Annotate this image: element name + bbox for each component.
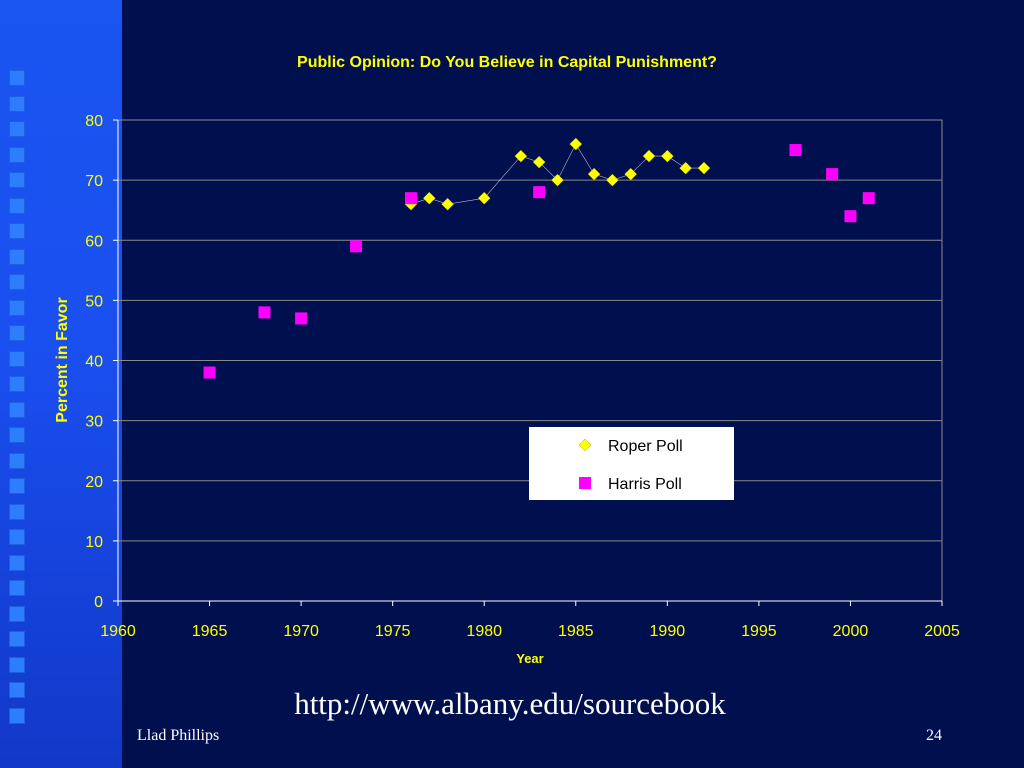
decorative-square <box>9 95 25 112</box>
decorative-square <box>9 197 25 214</box>
decorative-square <box>9 605 25 622</box>
decorative-square <box>9 427 25 443</box>
decorative-square <box>9 554 25 571</box>
legend-roper-marker <box>578 438 592 452</box>
source-url: http://www.albany.edu/sourcebook <box>0 686 1024 722</box>
decorative-square <box>9 656 25 673</box>
left-decorative-band <box>0 0 122 768</box>
roper-point <box>660 149 674 163</box>
harris-point <box>295 312 308 325</box>
legend: Roper Poll Harris Poll <box>529 427 734 500</box>
roper-point <box>569 137 583 151</box>
roper-point <box>441 197 454 211</box>
decorative-square <box>9 478 25 494</box>
harris-point <box>826 168 839 181</box>
decorative-square <box>9 503 25 520</box>
y-tick-label: 70 <box>85 173 103 190</box>
source-url-text: http://www.albany.edu/sourcebook <box>294 686 726 721</box>
chart: Public Opinion: Do You Believe in Capita… <box>54 54 960 666</box>
roper-point <box>642 149 656 163</box>
x-tick-label: 1975 <box>375 623 411 640</box>
legend-harris-label: Harris Poll <box>608 476 682 493</box>
harris-point <box>844 210 857 223</box>
harris-point <box>533 186 546 199</box>
roper-point <box>624 167 638 181</box>
decorative-square <box>9 274 25 290</box>
x-tick-label: 2000 <box>833 623 869 640</box>
roper-point <box>422 191 436 205</box>
y-tick-label: 10 <box>85 534 103 551</box>
x-tick-label: 1960 <box>100 623 136 640</box>
y-tick-label: 0 <box>94 594 103 611</box>
decorative-square <box>9 248 25 265</box>
decorative-square <box>9 172 25 188</box>
decorative-square <box>9 70 25 86</box>
roper-point <box>477 191 491 205</box>
decorative-square <box>9 146 25 163</box>
y-tick-label: 30 <box>85 414 103 431</box>
decorative-square <box>9 580 25 596</box>
y-tick-label: 60 <box>85 233 103 250</box>
x-axis-label: Year <box>516 651 543 666</box>
y-tick-label: 40 <box>85 354 103 371</box>
x-tick-label: 1990 <box>650 623 686 640</box>
y-axis-label: Percent in Favor <box>54 297 71 422</box>
legend-harris-marker <box>579 477 591 489</box>
roper-point <box>532 155 546 169</box>
roper-point <box>551 173 564 187</box>
harris-point <box>789 144 802 157</box>
decorative-square <box>9 401 25 418</box>
harris-point <box>258 306 271 319</box>
harris-point <box>862 192 875 205</box>
decorative-square <box>9 529 25 545</box>
decorative-square <box>9 350 25 367</box>
y-tick-label: 20 <box>85 474 103 491</box>
x-tick-label: 1980 <box>466 623 502 640</box>
y-tick-label: 50 <box>85 293 103 310</box>
x-tick-label: 1985 <box>558 623 594 640</box>
author-name: Llad Phillips <box>137 727 220 744</box>
decorative-square <box>9 682 25 698</box>
decorative-square <box>9 376 25 392</box>
x-tick-label: 2005 <box>924 623 960 640</box>
chart-title: Public Opinion: Do You Believe in Capita… <box>297 54 717 71</box>
decorative-square <box>9 707 25 724</box>
axis-ticks: 0 10 20 30 40 50 60 70 80 1960 1965 1970 1975 1980 198… <box>85 113 960 640</box>
legend-roper-label: Roper Poll <box>608 438 683 455</box>
slide-number: 24 <box>926 727 942 744</box>
legend-box <box>529 427 734 500</box>
harris-point <box>350 240 363 253</box>
y-tick-label: 80 <box>85 113 103 130</box>
decorative-square <box>9 223 25 239</box>
x-tick-label: 1965 <box>192 623 228 640</box>
roper-point <box>514 149 528 163</box>
decorative-square <box>9 299 25 316</box>
harris-point <box>203 366 216 379</box>
decorative-square <box>9 631 25 647</box>
decorative-square <box>9 325 25 341</box>
decorative-square <box>9 452 25 469</box>
harris-point <box>404 192 417 205</box>
decorative-square <box>9 121 25 137</box>
roper-point <box>679 161 692 175</box>
x-tick-label: 1970 <box>283 623 319 640</box>
series-layer <box>203 137 875 379</box>
x-tick-label: 1995 <box>741 623 777 640</box>
roper-point <box>587 167 601 181</box>
roper-point <box>606 173 619 187</box>
roper-point <box>697 161 711 175</box>
